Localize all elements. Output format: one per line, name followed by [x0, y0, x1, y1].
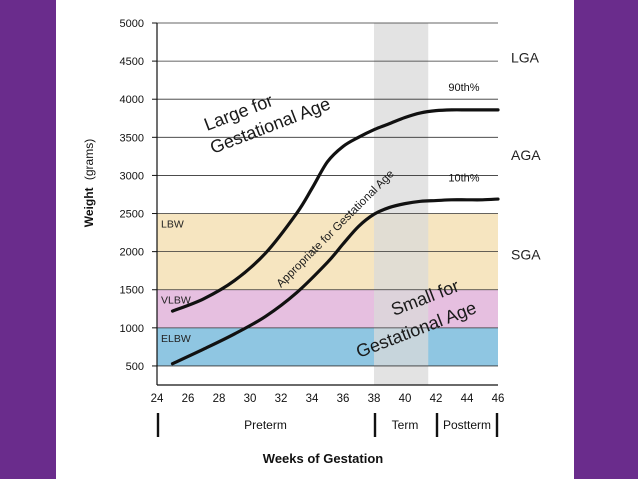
curve-label-10thpct: 10th%: [448, 173, 479, 185]
axes: [152, 22, 499, 437]
y-tick-label: 1500: [120, 285, 144, 297]
curve-90thpct: [170, 108, 500, 313]
x-tick-label: 30: [244, 393, 257, 405]
x-tick-label: 46: [492, 393, 505, 405]
x-tick-label: 26: [182, 393, 195, 405]
x-tick-label: 40: [399, 393, 412, 405]
curve-label-90thpct: 90th%: [448, 82, 479, 94]
y-tick-label: 4000: [120, 94, 144, 106]
x-tick-label: 32: [275, 393, 288, 405]
y-tick-label: 3000: [120, 170, 144, 182]
band-label-elbw: ELBW: [161, 333, 191, 345]
band-label-vlbw: VLBW: [161, 295, 191, 307]
x-tick-label: 44: [461, 393, 474, 405]
chart-labels: 500 1000 1500 2000 2500 3000 3500 4000 4500 5000 2…: [120, 18, 542, 432]
band-vlbw: [157, 289, 498, 328]
y-axis-title-unit: (grams): [82, 139, 96, 180]
y-tick-label: 2000: [120, 247, 144, 259]
right-label-lga: LGA: [511, 49, 540, 65]
period-label-preterm: Preterm: [244, 418, 287, 432]
y-tick-label: 500: [126, 361, 144, 373]
x-tick-label: 28: [213, 393, 226, 405]
x-tick-label: 24: [151, 393, 164, 405]
period-label-term: Term: [392, 418, 419, 432]
y-axis-title-main: Weight: [82, 187, 96, 227]
x-axis-title: Weeks of Gestation: [263, 451, 383, 466]
y-tick-label: 1000: [120, 323, 144, 335]
gridlines: [157, 22, 498, 367]
curve-10thpct: [170, 197, 500, 366]
percentile-curves: [170, 108, 500, 366]
y-axis-title: Weight (grams): [82, 139, 96, 227]
slide-panel: 500 1000 1500 2000 2500 3000 3500 4000 4500 5000 2…: [56, 0, 574, 479]
band-label-lbw: LBW: [161, 219, 184, 231]
weight-bands: [157, 23, 498, 385]
x-tick-label: 36: [337, 393, 350, 405]
y-tick-label: 5000: [120, 18, 144, 30]
y-tick-label: 4500: [120, 56, 144, 68]
right-label-sga: SGA: [511, 247, 541, 263]
y-tick-label: 2500: [120, 209, 144, 221]
y-tick-label: 3500: [120, 132, 144, 144]
right-label-aga: AGA: [511, 147, 541, 163]
x-tick-label: 34: [306, 393, 319, 405]
band-elbw: [157, 327, 498, 366]
x-tick-label: 38: [368, 393, 381, 405]
x-tick-label: 42: [430, 393, 443, 405]
period-label-postterm: Postterm: [443, 418, 491, 432]
growth-chart: 500 1000 1500 2000 2500 3000 3500 4000 4500 5000 2…: [82, 18, 542, 466]
